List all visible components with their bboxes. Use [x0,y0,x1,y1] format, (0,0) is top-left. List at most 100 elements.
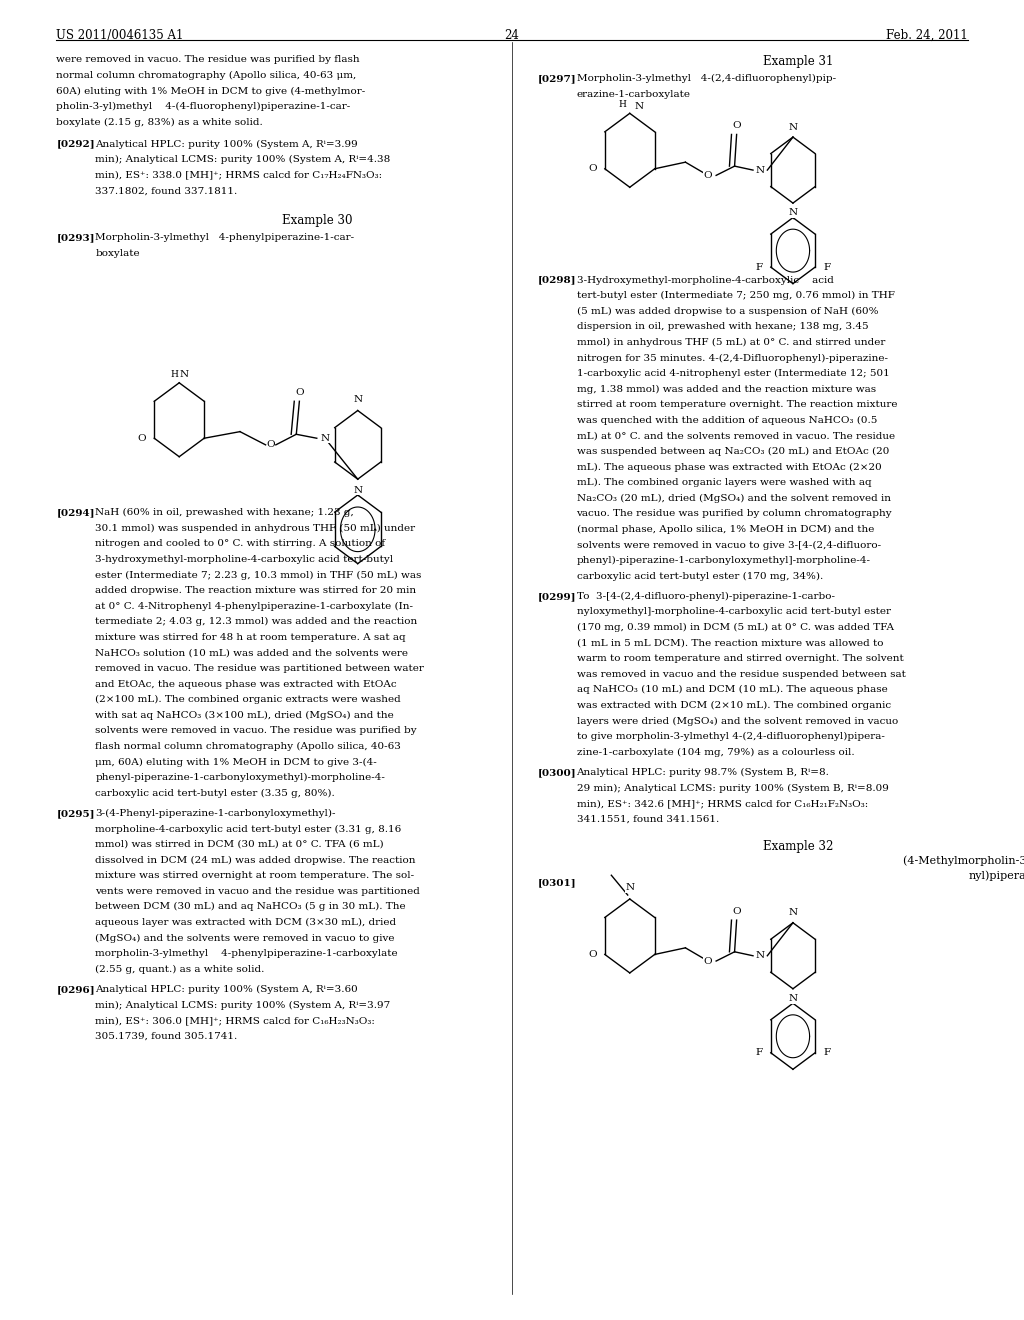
Text: F: F [756,1048,763,1057]
Text: mL). The aqueous phase was extracted with EtOAc (2×20: mL). The aqueous phase was extracted wit… [577,462,882,471]
Text: morpholin-3-ylmethyl    4-phenylpiperazine-1-carboxylate: morpholin-3-ylmethyl 4-phenylpiperazine-… [95,949,398,958]
Text: carboxylic acid tert-butyl ester (170 mg, 34%).: carboxylic acid tert-butyl ester (170 mg… [577,572,822,581]
Text: F: F [823,263,830,272]
Text: μm, 60A) eluting with 1% MeOH in DCM to give 3-(4-: μm, 60A) eluting with 1% MeOH in DCM to … [95,758,377,767]
Text: O: O [703,957,713,965]
Text: dispersion in oil, prewashed with hexane; 138 mg, 3.45: dispersion in oil, prewashed with hexane… [577,322,868,331]
Text: min); Analytical LCMS: purity 100% (System A, Rⁱ=4.38: min); Analytical LCMS: purity 100% (Syst… [95,156,390,164]
Text: NaHCO₃ solution (10 mL) was added and the solvents were: NaHCO₃ solution (10 mL) was added and th… [95,648,409,657]
Text: H: H [170,370,178,379]
Text: (1 mL in 5 mL DCM). The reaction mixture was allowed to: (1 mL in 5 mL DCM). The reaction mixture… [577,639,883,648]
Text: N: N [788,994,798,1003]
Text: Example 31: Example 31 [763,55,834,69]
Text: N: N [626,883,634,892]
Text: O: O [732,907,741,916]
Text: 1-carboxylic acid 4-nitrophenyl ester (Intermediate 12; 501: 1-carboxylic acid 4-nitrophenyl ester (I… [577,370,889,379]
Text: min); Analytical LCMS: purity 100% (System A, Rⁱ=3.97: min); Analytical LCMS: purity 100% (Syst… [95,1001,390,1010]
Text: added dropwise. The reaction mixture was stirred for 20 min: added dropwise. The reaction mixture was… [95,586,417,595]
Text: nitrogen and cooled to 0° C. with stirring. A solution of: nitrogen and cooled to 0° C. with stirri… [95,540,385,548]
Text: mg, 1.38 mmol) was added and the reaction mixture was: mg, 1.38 mmol) was added and the reactio… [577,384,876,393]
Text: [0292]: [0292] [56,140,95,149]
Text: phenyl)-piperazine-1-carbonyloxymethyl]-morpholine-4-: phenyl)-piperazine-1-carbonyloxymethyl]-… [577,556,870,565]
Text: 29 min); Analytical LCMS: purity 100% (System B, Rⁱ=8.09: 29 min); Analytical LCMS: purity 100% (S… [577,784,889,792]
Text: Feb. 24, 2011: Feb. 24, 2011 [886,29,968,42]
Text: O: O [588,950,597,958]
Text: were removed in vacuo. The residue was purified by flash: were removed in vacuo. The residue was p… [56,55,360,65]
Text: (MgSO₄) and the solvents were removed in vacuo to give: (MgSO₄) and the solvents were removed in… [95,933,394,942]
Text: min), ES⁺: 338.0 [MH]⁺; HRMS calcd for C₁₇H₂₄FN₃O₃:: min), ES⁺: 338.0 [MH]⁺; HRMS calcd for C… [95,170,382,180]
Text: O: O [703,170,713,180]
Text: with sat aq NaHCO₃ (3×100 mL), dried (MgSO₄) and the: with sat aq NaHCO₃ (3×100 mL), dried (Mg… [95,710,394,719]
Text: [0293]: [0293] [56,234,95,242]
Text: F: F [823,1048,830,1057]
Text: 60A) eluting with 1% MeOH in DCM to give (4-methylmor-: 60A) eluting with 1% MeOH in DCM to give… [56,87,366,96]
Text: Na₂CO₃ (20 mL), dried (MgSO₄) and the solvent removed in: Na₂CO₃ (20 mL), dried (MgSO₄) and the so… [577,494,891,503]
Text: mixture was stirred overnight at room temperature. The sol-: mixture was stirred overnight at room te… [95,871,415,880]
Text: dissolved in DCM (24 mL) was added dropwise. The reaction: dissolved in DCM (24 mL) was added dropw… [95,855,416,865]
Text: was extracted with DCM (2×10 mL). The combined organic: was extracted with DCM (2×10 mL). The co… [577,701,891,710]
Text: [0300]: [0300] [538,768,577,777]
Text: vacuo. The residue was purified by column chromatography: vacuo. The residue was purified by colum… [577,510,892,519]
Text: 3-Hydroxymethyl-morpholine-4-carboxylic    acid: 3-Hydroxymethyl-morpholine-4-carboxylic … [577,276,834,285]
Text: Example 30: Example 30 [282,214,352,227]
Text: US 2011/0046135 A1: US 2011/0046135 A1 [56,29,183,42]
Text: 24: 24 [505,29,519,42]
Text: Analytical HPLC: purity 98.7% (System B, Rⁱ=8.: Analytical HPLC: purity 98.7% (System B,… [577,768,829,777]
Text: To  3-[4-(2,4-difluoro-phenyl)-piperazine-1-carbo-: To 3-[4-(2,4-difluoro-phenyl)-piperazine… [577,591,835,601]
Text: mL) at 0° C. and the solvents removed in vacuo. The residue: mL) at 0° C. and the solvents removed in… [577,432,895,441]
Text: [0298]: [0298] [538,276,577,285]
Text: removed in vacuo. The residue was partitioned between water: removed in vacuo. The residue was partit… [95,664,424,673]
Text: mL). The combined organic layers were washed with aq: mL). The combined organic layers were wa… [577,478,871,487]
Text: N: N [180,370,188,379]
Text: Example 32: Example 32 [763,840,834,853]
Text: [0301]: [0301] [538,879,577,887]
Text: nyloxymethyl]-morpholine-4-carboxylic acid tert-butyl ester: nyloxymethyl]-morpholine-4-carboxylic ac… [577,607,891,616]
Text: mmol) in anhydrous THF (5 mL) at 0° C. and stirred under: mmol) in anhydrous THF (5 mL) at 0° C. a… [577,338,885,347]
Text: (2×100 mL). The combined organic extracts were washed: (2×100 mL). The combined organic extract… [95,696,401,705]
Text: N: N [756,952,765,960]
Text: O: O [137,434,146,442]
Text: N: N [788,908,798,917]
Text: 30.1 mmol) was suspended in anhydrous THF (50 mL) under: 30.1 mmol) was suspended in anhydrous TH… [95,524,416,533]
Text: nyl)piperazine-1-carboxylate: nyl)piperazine-1-carboxylate [969,871,1024,882]
Text: mmol) was stirred in DCM (30 mL) at 0° C. TFA (6 mL): mmol) was stirred in DCM (30 mL) at 0° C… [95,840,384,849]
Text: solvents were removed in vacuo. The residue was purified by: solvents were removed in vacuo. The resi… [95,726,417,735]
Text: 305.1739, found 305.1741.: 305.1739, found 305.1741. [95,1031,238,1040]
Text: warm to room temperature and stirred overnight. The solvent: warm to room temperature and stirred ove… [577,655,903,663]
Text: carboxylic acid tert-butyl ester (3.35 g, 80%).: carboxylic acid tert-butyl ester (3.35 g… [95,788,335,797]
Text: termediate 2; 4.03 g, 12.3 mmol) was added and the reaction: termediate 2; 4.03 g, 12.3 mmol) was add… [95,618,418,627]
Text: Morpholin-3-ylmethyl   4-phenylpiperazine-1-car-: Morpholin-3-ylmethyl 4-phenylpiperazine-… [95,234,354,242]
Text: solvents were removed in vacuo to give 3-[4-(2,4-difluoro-: solvents were removed in vacuo to give 3… [577,540,881,549]
Text: mixture was stirred for 48 h at room temperature. A sat aq: mixture was stirred for 48 h at room tem… [95,632,406,642]
Text: aqueous layer was extracted with DCM (3×30 mL), dried: aqueous layer was extracted with DCM (3×… [95,917,396,927]
Text: pholin-3-yl)methyl    4-(4-fluorophenyl)piperazine-1-car-: pholin-3-yl)methyl 4-(4-fluorophenyl)pip… [56,102,350,111]
Text: (5 mL) was added dropwise to a suspension of NaH (60%: (5 mL) was added dropwise to a suspensio… [577,306,878,315]
Text: N: N [788,123,798,132]
Text: O: O [588,164,597,173]
Text: boxylate: boxylate [95,248,140,257]
Text: between DCM (30 mL) and aq NaHCO₃ (5 g in 30 mL). The: between DCM (30 mL) and aq NaHCO₃ (5 g i… [95,903,406,911]
Text: (4-Methylmorpholin-3-yl)methyl  4-(2,4-difluorophe-: (4-Methylmorpholin-3-yl)methyl 4-(2,4-di… [903,855,1024,866]
Text: [0295]: [0295] [56,809,95,818]
Text: aq NaHCO₃ (10 mL) and DCM (10 mL). The aqueous phase: aq NaHCO₃ (10 mL) and DCM (10 mL). The a… [577,685,887,694]
Text: [0296]: [0296] [56,985,95,994]
Text: tert-butyl ester (Intermediate 7; 250 mg, 0.76 mmol) in THF: tert-butyl ester (Intermediate 7; 250 mg… [577,292,894,301]
Text: erazine-1-carboxylate: erazine-1-carboxylate [577,90,690,99]
Text: 3-(4-Phenyl-piperazine-1-carbonyloxymethyl)-: 3-(4-Phenyl-piperazine-1-carbonyloxymeth… [95,809,336,818]
Text: N: N [756,165,765,174]
Text: and EtOAc, the aqueous phase was extracted with EtOAc: and EtOAc, the aqueous phase was extract… [95,680,397,689]
Text: flash normal column chromatography (Apollo silica, 40-63: flash normal column chromatography (Apol… [95,742,401,751]
Text: [0294]: [0294] [56,508,95,517]
Text: NaH (60% in oil, prewashed with hexane; 1.23 g,: NaH (60% in oil, prewashed with hexane; … [95,508,354,517]
Text: N: N [321,434,330,442]
Text: O: O [266,441,275,449]
Text: (170 mg, 0.39 mmol) in DCM (5 mL) at 0° C. was added TFA: (170 mg, 0.39 mmol) in DCM (5 mL) at 0° … [577,623,894,632]
Text: normal column chromatography (Apollo silica, 40-63 μm,: normal column chromatography (Apollo sil… [56,71,356,81]
Text: ester (Intermediate 7; 2.23 g, 10.3 mmol) in THF (50 mL) was: ester (Intermediate 7; 2.23 g, 10.3 mmol… [95,570,422,579]
Text: min), ES⁺: 342.6 [MH]⁺; HRMS calcd for C₁₆H₂₁F₂N₃O₃:: min), ES⁺: 342.6 [MH]⁺; HRMS calcd for C… [577,799,867,808]
Text: [0297]: [0297] [538,74,577,83]
Text: boxylate (2.15 g, 83%) as a white solid.: boxylate (2.15 g, 83%) as a white solid. [56,117,263,127]
Text: F: F [756,263,763,272]
Text: at 0° C. 4-Nitrophenyl 4-phenylpiperazine-1-carboxylate (In-: at 0° C. 4-Nitrophenyl 4-phenylpiperazin… [95,602,414,611]
Text: was removed in vacuo and the residue suspended between sat: was removed in vacuo and the residue sus… [577,669,905,678]
